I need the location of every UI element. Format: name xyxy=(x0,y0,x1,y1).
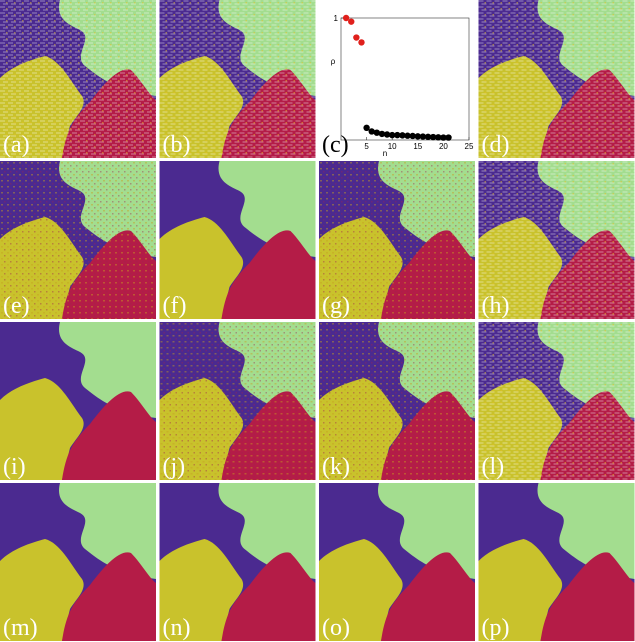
panel: (e) xyxy=(0,161,156,319)
panel-label: (g) xyxy=(322,293,350,319)
figure: (a) (b) 5 10 15 20 25 1 n ρ (c) (d) (e) (f) (g) (h) (i) (… xyxy=(0,0,635,642)
panel: (h) xyxy=(479,161,635,319)
point xyxy=(353,34,359,40)
panel-label: (i) xyxy=(3,454,26,480)
panel-label: (b) xyxy=(163,132,191,158)
point xyxy=(348,18,354,24)
panel: 5 10 15 20 25 1 n ρ (c) xyxy=(319,0,475,158)
panel-label: (d) xyxy=(482,132,510,158)
point xyxy=(445,134,451,140)
panel: (m) xyxy=(0,483,156,641)
panel-label: (n) xyxy=(163,615,191,641)
panel: (l) xyxy=(479,322,635,480)
panel-label: (l) xyxy=(482,454,505,480)
panel-label: (a) xyxy=(3,132,30,158)
point xyxy=(358,39,364,45)
panel-label: (h) xyxy=(482,293,510,319)
panel-label: (o) xyxy=(322,615,350,641)
panel-label: (f) xyxy=(163,293,187,319)
panel: (j) xyxy=(160,322,316,480)
panel-label: (p) xyxy=(482,615,510,641)
panel-label: (k) xyxy=(322,454,350,480)
x-tick-label: 15 xyxy=(413,142,422,151)
panel: (b) xyxy=(160,0,316,158)
point xyxy=(343,15,349,21)
panel: (i) xyxy=(0,322,156,480)
panel: (n) xyxy=(160,483,316,641)
panel: (d) xyxy=(479,0,635,158)
panel-label: (j) xyxy=(163,454,186,480)
x-tick-label: 10 xyxy=(388,142,397,151)
x-tick-label: 25 xyxy=(465,142,474,151)
panel: (g) xyxy=(319,161,475,319)
x-axis-label: n xyxy=(383,149,387,158)
y-axis-label: ρ xyxy=(331,57,336,66)
panel: (p) xyxy=(479,483,635,641)
panel: (a) xyxy=(0,0,156,158)
panel: (o) xyxy=(319,483,475,641)
x-tick-label: 20 xyxy=(439,142,448,151)
panel-label: (m) xyxy=(3,615,38,641)
y-tick-label: 1 xyxy=(334,14,339,23)
x-tick-label: 5 xyxy=(364,142,369,151)
panel: (f) xyxy=(160,161,316,319)
panel-label: (c) xyxy=(322,132,349,158)
panel-label: (e) xyxy=(3,293,30,319)
point xyxy=(363,125,369,131)
panel: (k) xyxy=(319,322,475,480)
